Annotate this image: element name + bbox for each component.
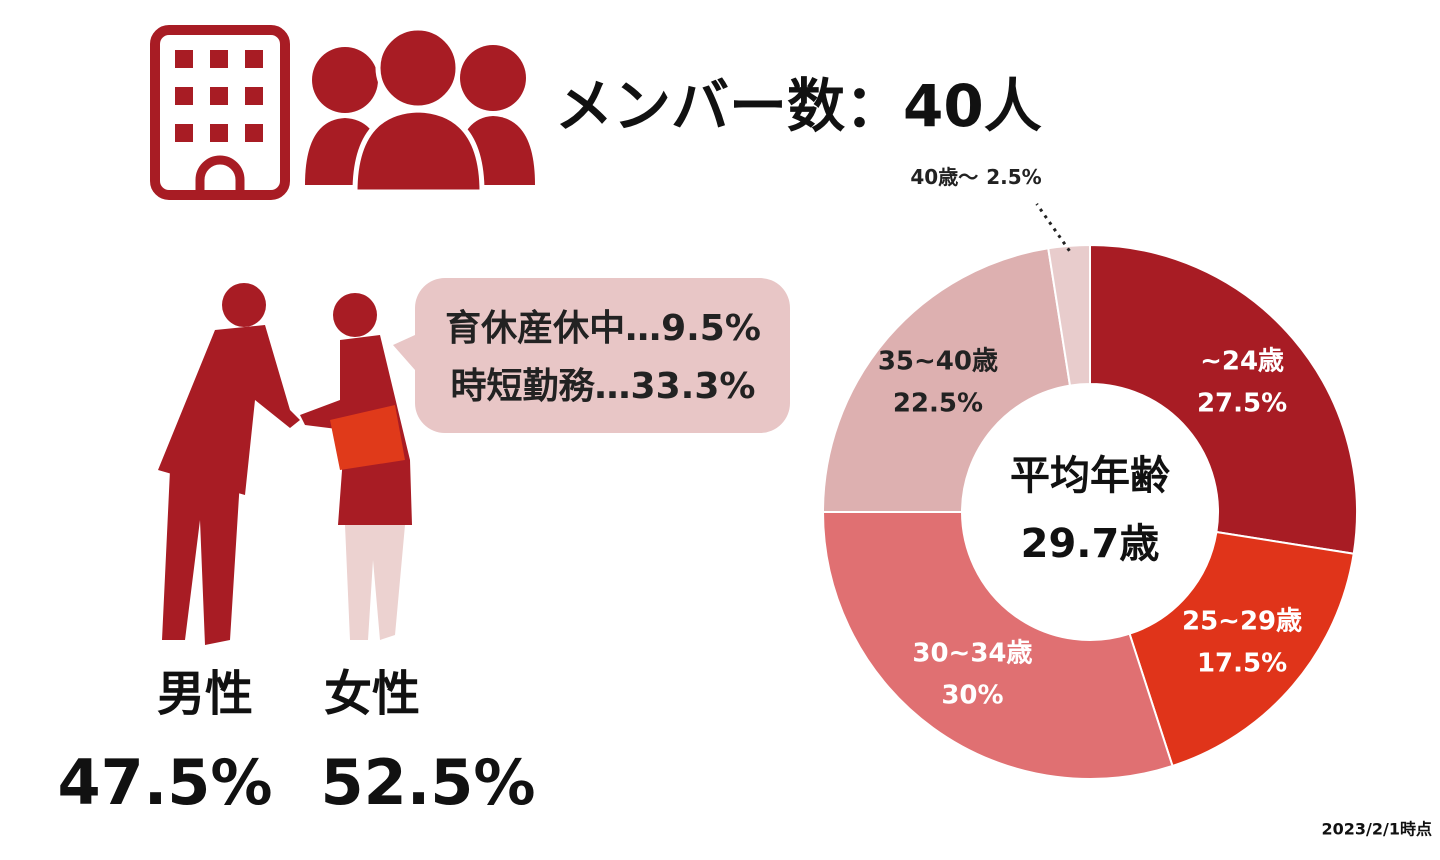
donut-slice bbox=[1089, 243, 1358, 555]
slice-category: ~24歳 bbox=[1200, 347, 1284, 377]
leave-line: 時短勤務…33.3% bbox=[451, 366, 756, 407]
donut-slice bbox=[1128, 530, 1355, 768]
slice-category: 30~34歳 bbox=[912, 638, 1032, 668]
donut-slice bbox=[821, 247, 1072, 513]
people-icon bbox=[305, 25, 535, 195]
slice-value: 22.5% bbox=[893, 389, 983, 419]
slice-category: 40歳〜 bbox=[910, 164, 978, 188]
building-icon bbox=[150, 25, 290, 200]
donut-slice bbox=[821, 511, 1174, 780]
slice-label: 40歳〜 2.5% bbox=[910, 164, 1041, 188]
gender-label: 男性 bbox=[157, 666, 253, 722]
center-label: 平均年齢 bbox=[1010, 453, 1170, 499]
leave-line: 育休産休中…9.5% bbox=[445, 308, 761, 349]
donut-chart: ~24歳 27.5% 25~29歳 17.5% 30~34歳 30% 35~40歳 22.5%… bbox=[821, 164, 1358, 780]
speech-bubble: 育休産休中…9.5% 時短勤務…33.3% bbox=[393, 278, 790, 433]
gender-value: 52.5% bbox=[320, 746, 535, 819]
slice-value: 30% bbox=[941, 680, 1003, 710]
leader-line bbox=[1035, 203, 1071, 252]
slice-category: 25~29歳 bbox=[1182, 606, 1302, 636]
slice-value: 27.5% bbox=[1197, 389, 1287, 419]
slice-value: 2.5% bbox=[986, 164, 1041, 188]
slice-value: 17.5% bbox=[1197, 648, 1287, 678]
business-people bbox=[158, 283, 412, 645]
center-label: 29.7歳 bbox=[1021, 521, 1160, 567]
title: メンバー数：40人 bbox=[555, 72, 1042, 140]
footnote: 2023/2/1時点 bbox=[1322, 820, 1433, 839]
donut-slice bbox=[1047, 243, 1091, 387]
slice-category: 35~40歳 bbox=[878, 347, 998, 377]
gender-value: 47.5% bbox=[57, 746, 272, 819]
gender-label: 女性 bbox=[324, 666, 420, 722]
